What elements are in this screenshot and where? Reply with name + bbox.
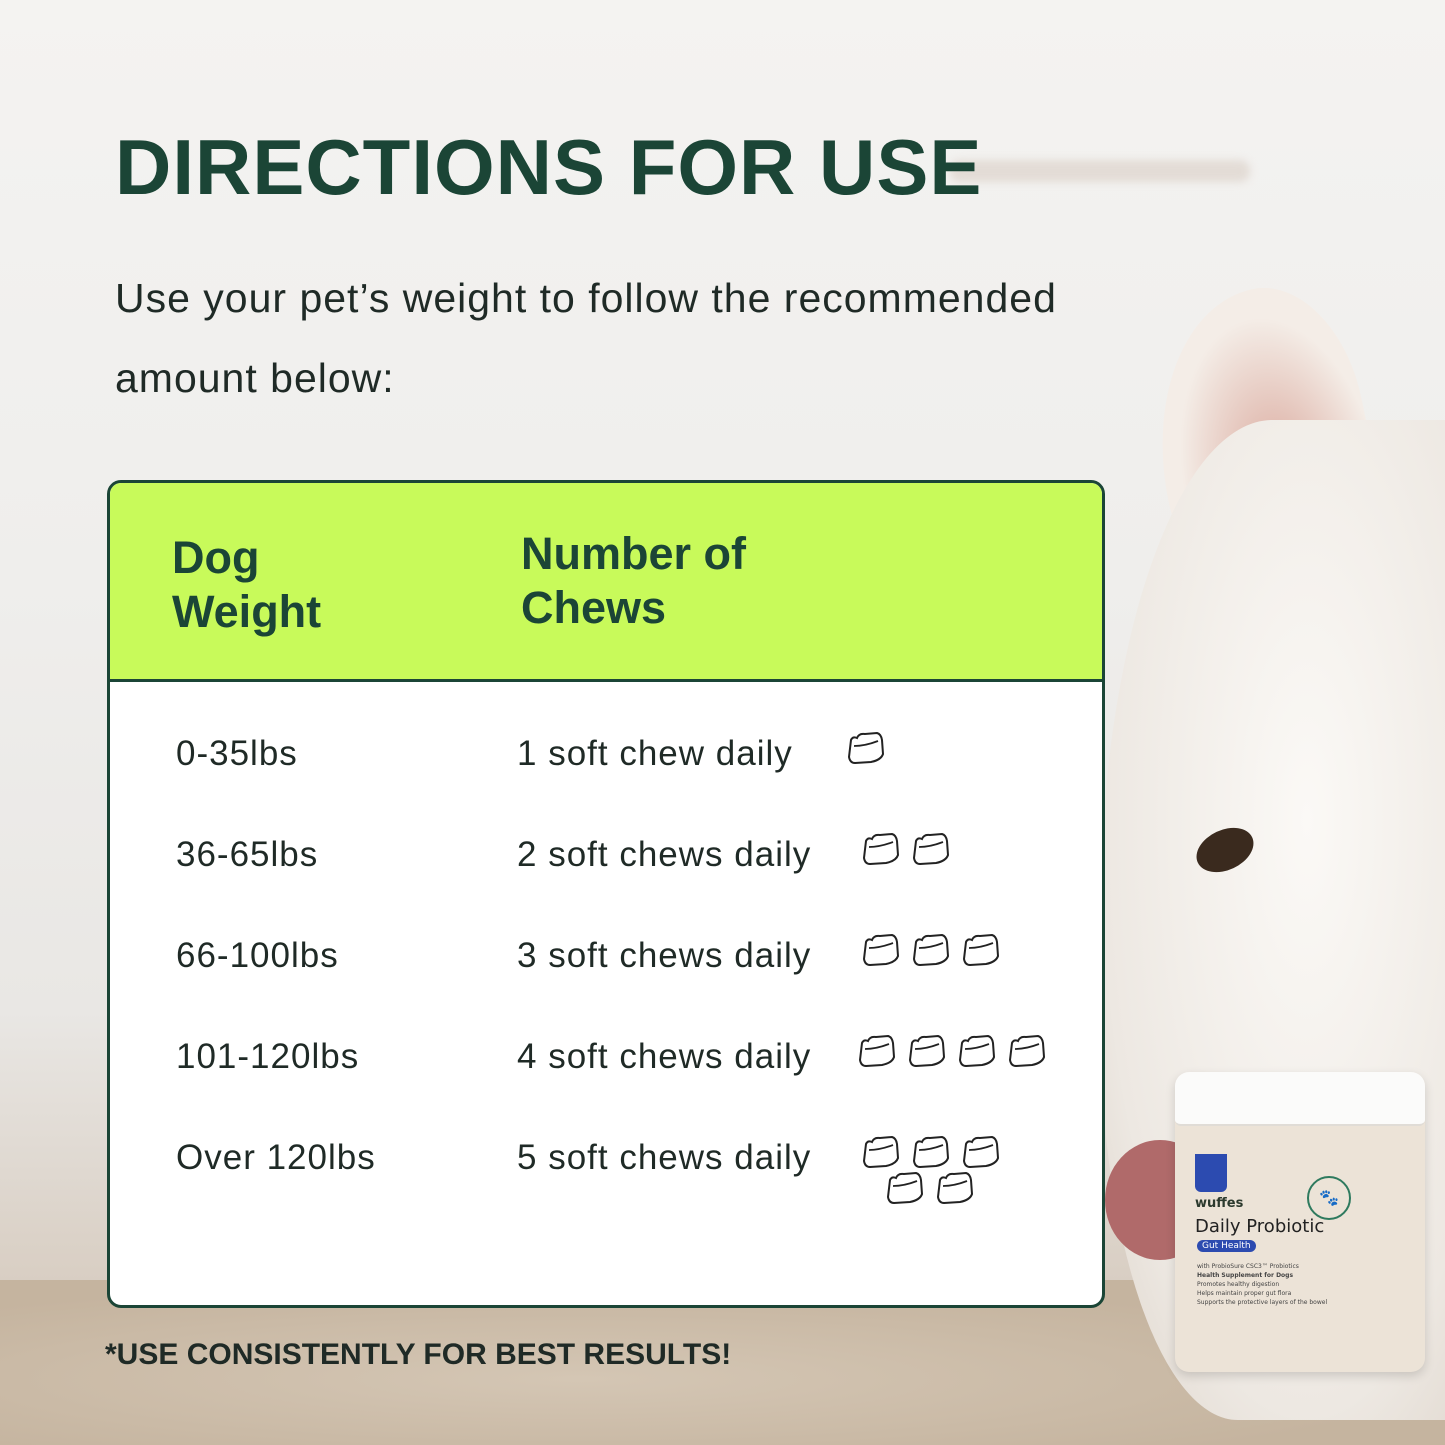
chew-icons (860, 1134, 1010, 1206)
table-header: Dog Weight Number of Chews (110, 483, 1102, 682)
chews-cell: 2 soft chews daily (517, 835, 812, 874)
soft-chew-icon (912, 1135, 950, 1169)
dog-weight-cell: 66-100lbs (176, 936, 339, 975)
jar-product-name: Daily Probiotic (1195, 1216, 1325, 1237)
jar-tag: Gut Health (1197, 1240, 1256, 1252)
chews-cell: 5 soft chews daily (517, 1138, 812, 1177)
page-title: DIRECTIONS FOR USE (115, 123, 983, 211)
dog-weight-cell: 36-65lbs (176, 835, 319, 874)
chew-icons (860, 932, 1060, 968)
jar-badge (1195, 1154, 1227, 1192)
header-number-of-chews: Number of Chews (521, 528, 746, 633)
soft-chew-icon (962, 933, 1000, 967)
jar-lid (1175, 1072, 1425, 1126)
soft-chew-icon (936, 1171, 974, 1205)
jar-benefit: Supports the protective layers of the bo… (1197, 1299, 1328, 1306)
chews-cell: 4 soft chews daily (517, 1037, 812, 1076)
footer-note: *USE CONSISTENTLY FOR BEST RESULTS! (105, 1338, 732, 1371)
table-row: 36-65lbs 2 soft chews daily (110, 832, 1102, 915)
jar-line1: with ProbioSure CSC3™ Probiotics (1197, 1263, 1299, 1270)
header-dog-weight: Dog Weight (172, 532, 322, 637)
soft-chew-icon (1008, 1034, 1046, 1068)
jar-benefit: Helps maintain proper gut flora (1197, 1290, 1292, 1297)
soft-chew-icon (862, 1135, 900, 1169)
dosage-table: Dog Weight Number of Chews 0-35lbs 1 sof… (107, 480, 1105, 1308)
dog-weight-cell: 0-35lbs (176, 734, 298, 773)
soft-chew-icon (912, 832, 950, 866)
table-row: 101-120lbs 4 soft chews daily (110, 1034, 1102, 1117)
chew-icons (860, 831, 1060, 867)
soft-chew-icon (908, 1034, 946, 1068)
background-shelf (950, 160, 1250, 182)
soft-chew-icon (862, 832, 900, 866)
chew-icons (856, 1033, 1056, 1069)
jar-fine-print: with ProbioSure CSC3™ Probiotics Health … (1197, 1262, 1397, 1307)
product-jar: wuffes Daily Probiotic Gut Health 🐾 with… (1175, 1072, 1425, 1372)
paw-seal-icon: 🐾 (1307, 1176, 1351, 1220)
table-row: 0-35lbs 1 soft chew daily (110, 731, 1102, 814)
dog-weight-cell: Over 120lbs (176, 1138, 376, 1177)
jar-benefit: Promotes healthy digestion (1197, 1281, 1280, 1288)
dog-weight-cell: 101-120lbs (176, 1037, 360, 1076)
chew-icons (845, 730, 1045, 766)
jar-brand: wuffes (1195, 1196, 1244, 1211)
soft-chew-icon (847, 731, 885, 765)
subtitle: Use your pet’s weight to follow the reco… (115, 275, 1057, 401)
jar-line2: Health Supplement for Dogs (1197, 1272, 1294, 1279)
soft-chew-icon (958, 1034, 996, 1068)
soft-chew-icon (858, 1034, 896, 1068)
soft-chew-icon (886, 1171, 924, 1205)
table-row: 66-100lbs 3 soft chews daily (110, 933, 1102, 1016)
chews-cell: 1 soft chew daily (517, 734, 793, 773)
chews-cell: 3 soft chews daily (517, 936, 812, 975)
soft-chew-icon (912, 933, 950, 967)
soft-chew-icon (862, 933, 900, 967)
table-row: Over 120lbs 5 soft chews daily (110, 1135, 1102, 1218)
soft-chew-icon (962, 1135, 1000, 1169)
